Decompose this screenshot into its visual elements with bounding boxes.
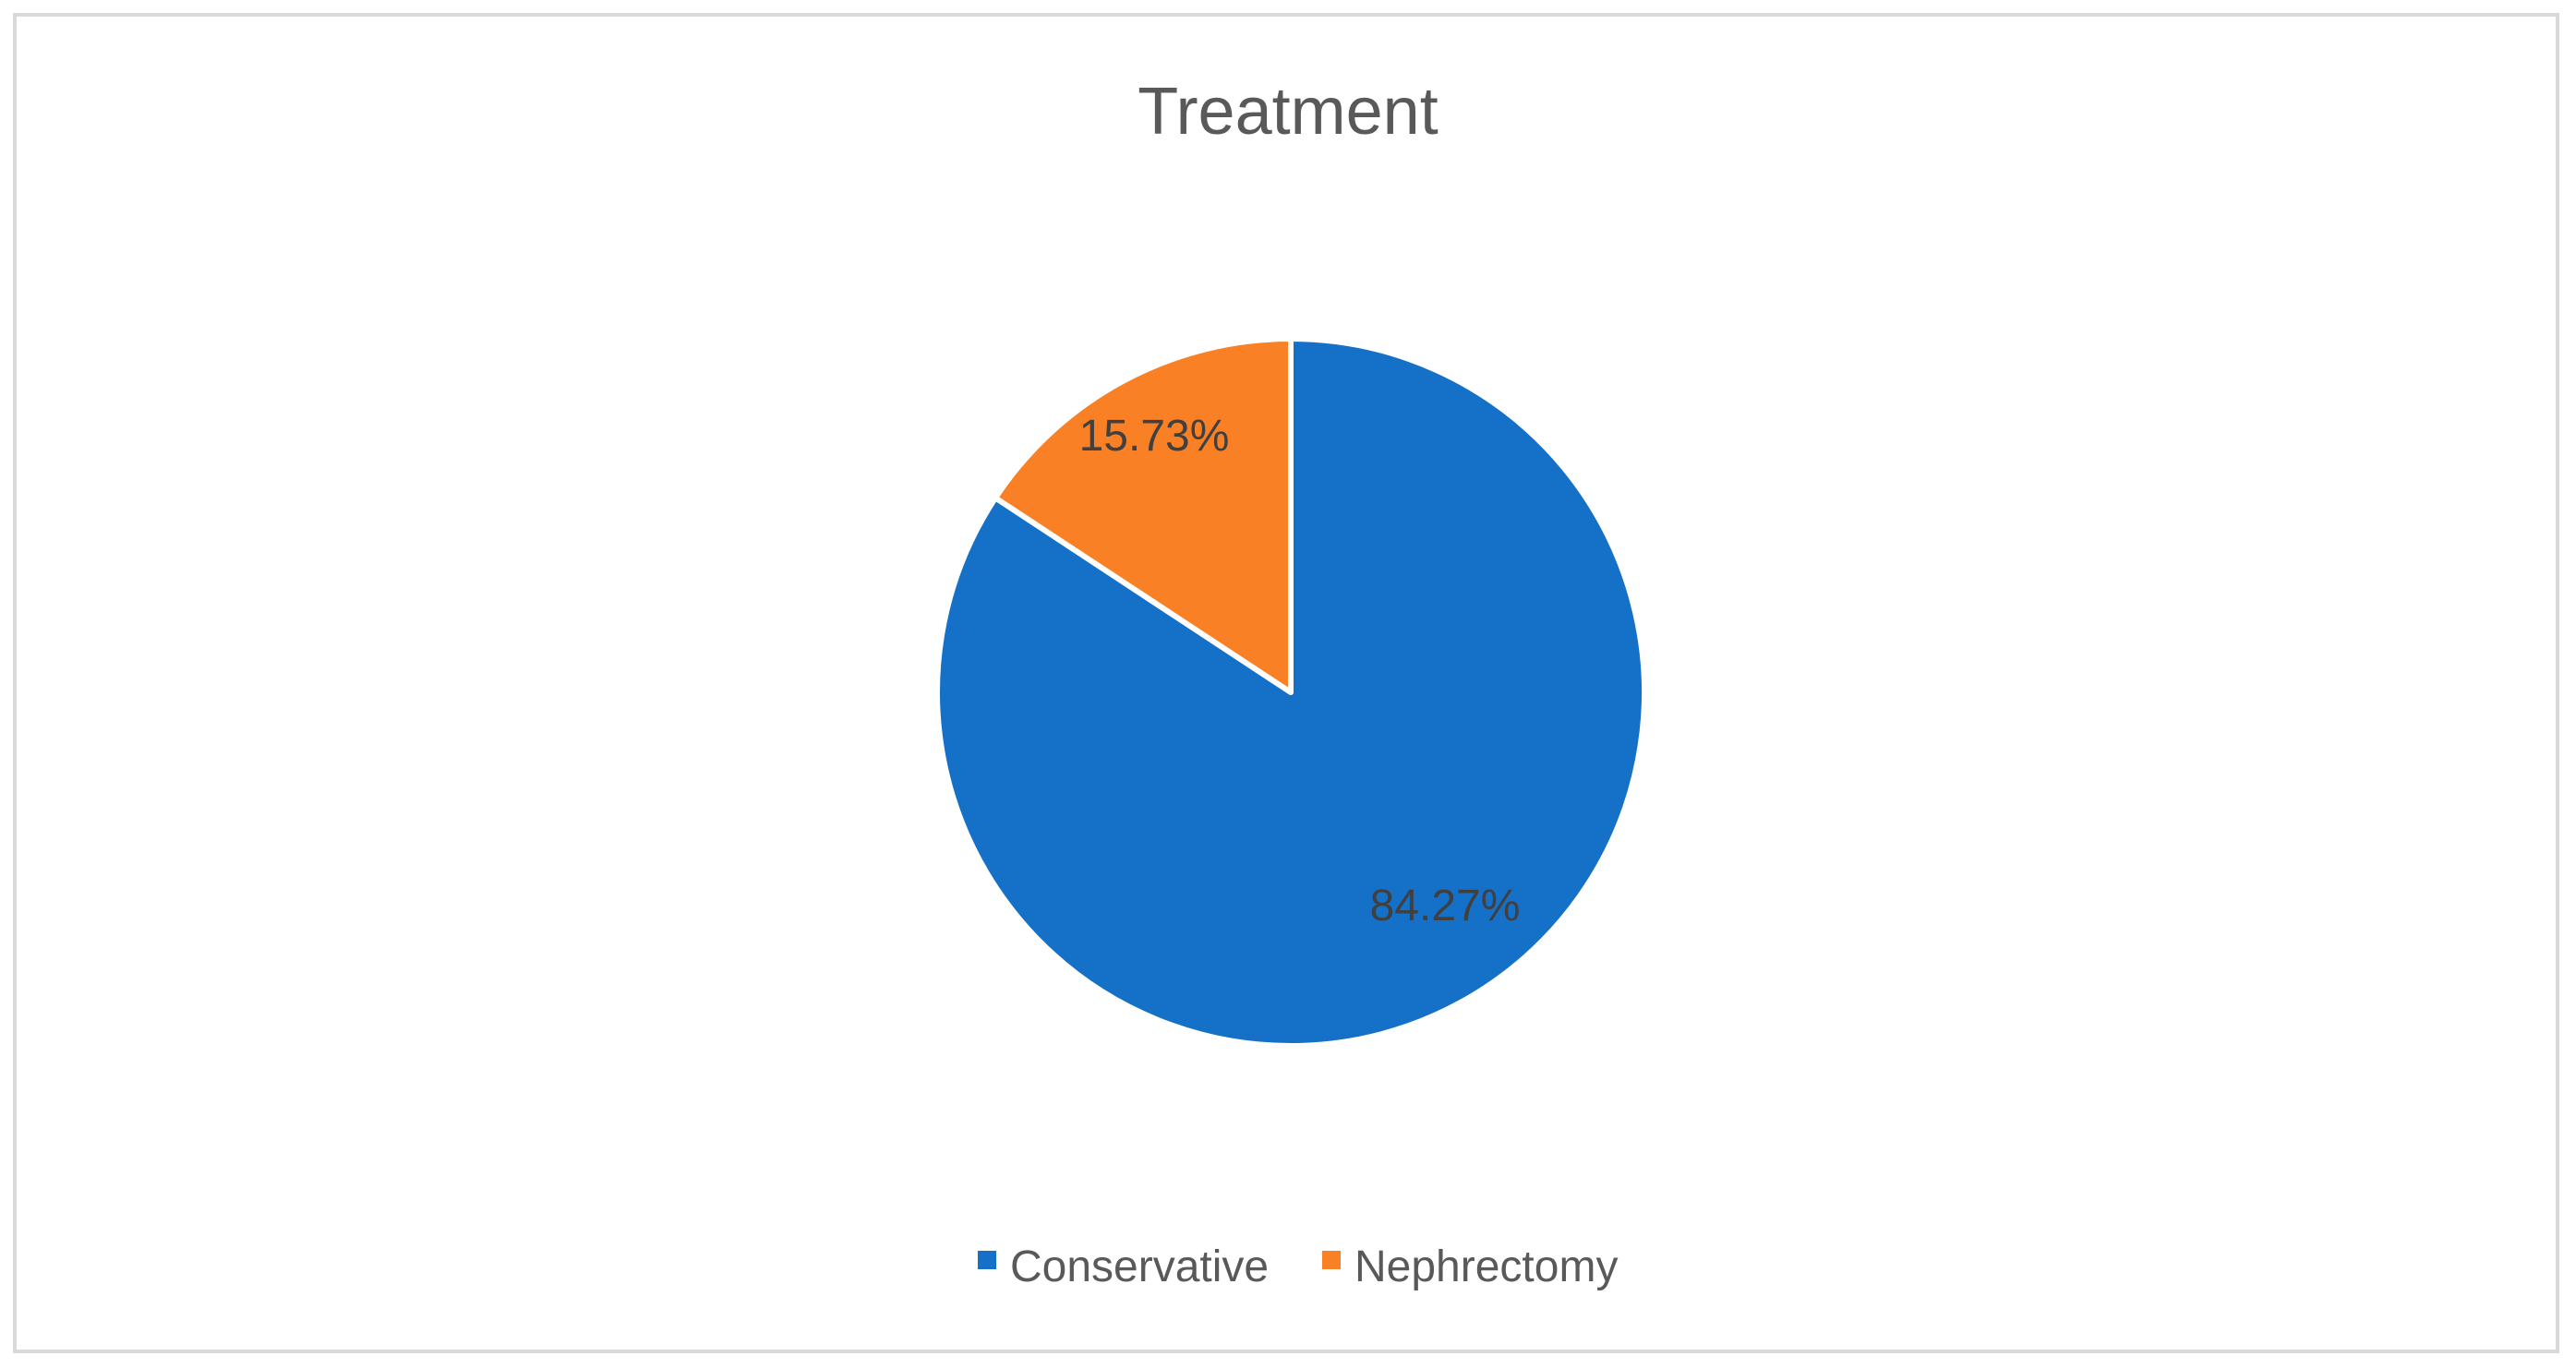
legend: Conservative Nephrectomy <box>978 1242 1618 1291</box>
pie-slice-nephrectomy <box>993 336 1294 695</box>
legend-swatch-conservative <box>978 1251 996 1269</box>
legend-label-nephrectomy: Nephrectomy <box>1354 1242 1618 1291</box>
chart-title: Treatment <box>1138 75 1438 149</box>
slice-labels: 84.27% 15.73% <box>1079 412 1521 930</box>
data-label-nephrectomy: 15.73% <box>1079 412 1230 461</box>
pie-slices <box>934 336 1647 1049</box>
legend-swatch-nephrectomy <box>1322 1251 1341 1269</box>
data-label-conservative: 84.27% <box>1370 882 1521 930</box>
legend-label-conservative: Conservative <box>1010 1242 1269 1291</box>
